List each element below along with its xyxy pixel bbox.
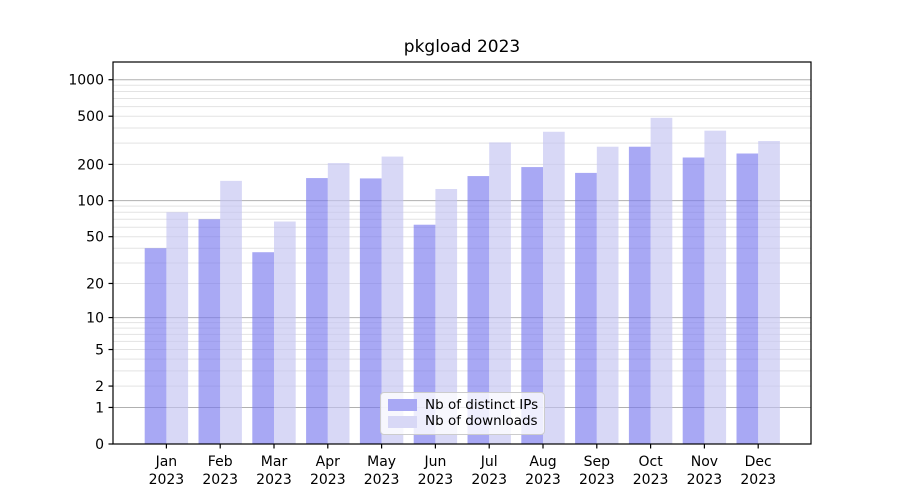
legend-swatch-distinct-ips	[388, 399, 417, 412]
bar-0-jun	[413, 224, 436, 444]
x-tick-year-label: 2023	[310, 472, 346, 488]
y-tick-label: 5	[95, 343, 104, 359]
legend-item-label: Nb of distinct IPs	[425, 396, 539, 413]
x-tick-label: Dec	[745, 454, 772, 470]
bar-1-jul	[489, 142, 511, 444]
plot-border	[112, 61, 812, 445]
bar-0-oct	[628, 146, 651, 445]
x-tick-label: Apr	[316, 454, 340, 470]
bar-0-jan	[144, 248, 167, 444]
bar-1-feb	[220, 180, 242, 444]
x-tick-year-label: 2023	[633, 472, 669, 488]
y-tick-label: 50	[86, 230, 104, 246]
legend-item: Nb of downloads	[388, 413, 538, 430]
legend-item: Nb of distinct IPs	[388, 396, 539, 413]
bar-0-feb	[198, 219, 221, 444]
bar-0-aug	[521, 167, 543, 445]
y-tick-label: 20	[86, 276, 104, 292]
x-tick-label: Jan	[155, 454, 178, 470]
y-tick-label: 10	[86, 311, 104, 327]
x-tick-year-label: 2023	[418, 472, 454, 488]
y-tick-label: 100	[77, 194, 104, 210]
x-tick-label: Nov	[691, 454, 718, 470]
bar-1-nov	[704, 130, 727, 444]
bar-0-apr	[306, 178, 328, 444]
x-tick-label: Feb	[208, 454, 233, 470]
bar-1-aug	[543, 131, 565, 444]
bar-1-dec	[758, 141, 780, 445]
x-tick-year-label: 2023	[740, 472, 776, 488]
y-tick-label: 200	[77, 157, 104, 173]
x-tick-year-label: 2023	[149, 472, 185, 488]
bar-0-mar	[252, 252, 274, 444]
bar-1-jan	[166, 212, 189, 444]
x-tick-year-label: 2023	[471, 472, 507, 488]
x-tick-label: Jul	[480, 454, 498, 470]
x-tick-year-label: 2023	[687, 472, 723, 488]
bar-1-jun	[435, 189, 458, 444]
x-tick-label: Oct	[638, 454, 663, 470]
x-tick-year-label: 2023	[525, 472, 561, 488]
bar-0-dec	[736, 153, 759, 444]
x-tick-label: Mar	[261, 454, 288, 470]
bar-1-oct	[650, 117, 673, 445]
axis-layer: 0 1 2 5 10 20 50 100 200 500 1000 Jan 2023 Feb 2023 Mar…	[68, 73, 776, 488]
bar-0-may	[359, 178, 382, 444]
y-tick-label: 500	[77, 109, 104, 125]
x-tick-label: Jun	[423, 454, 446, 470]
x-tick-year-label: 2023	[256, 472, 292, 488]
y-tick-label: 1	[95, 400, 104, 416]
x-tick-label: Aug	[529, 454, 556, 470]
legend-item-label: Nb of downloads	[425, 413, 538, 430]
bar-0-nov	[682, 157, 705, 445]
bar-0-sep	[575, 172, 597, 444]
bar-1-apr	[327, 163, 350, 445]
legend-swatch-downloads	[388, 415, 417, 428]
x-tick-year-label: 2023	[202, 472, 238, 488]
y-tick-label: 2	[95, 379, 104, 395]
x-tick-label: May	[367, 454, 396, 470]
y-tick-label: 0	[95, 437, 104, 453]
bars-layer	[144, 117, 780, 445]
chart-title: pkgload 2023	[404, 37, 520, 57]
x-tick-label: Sep	[584, 454, 611, 470]
x-tick-year-label: 2023	[579, 472, 615, 488]
bar-1-may	[381, 156, 404, 445]
bar-1-mar	[274, 221, 296, 444]
legend: Nb of distinct IPs Nb of downloads	[380, 392, 545, 435]
y-tick-label: 1000	[68, 73, 104, 89]
bar-1-sep	[596, 146, 619, 445]
x-tick-year-label: 2023	[364, 472, 400, 488]
bar-0-jul	[467, 176, 490, 444]
